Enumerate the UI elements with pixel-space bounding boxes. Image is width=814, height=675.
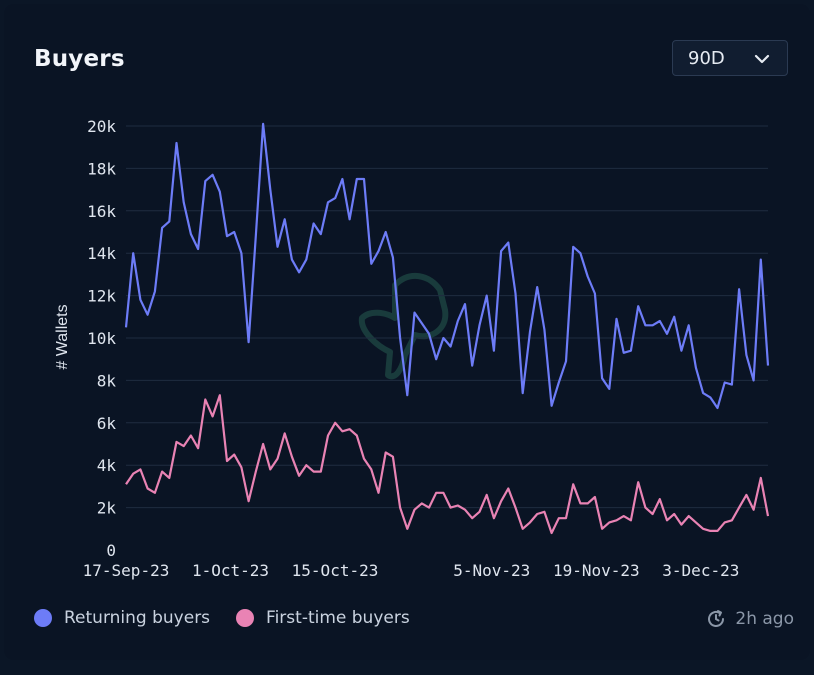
range-select[interactable]: 90D <box>672 40 788 76</box>
y-tick-label: 10k <box>87 329 116 348</box>
refresh-clock-icon <box>708 610 725 627</box>
chart-legend: Returning buyers First-time buyers <box>34 608 436 628</box>
buyers-line-chart: 0 2k 4k 6k 8k 10k 12k 14k 16k 18k 20k 17-Sep-23 1-O… <box>54 117 770 580</box>
watermark-logo-icon <box>358 273 449 380</box>
y-tick-label: 0 <box>106 541 116 560</box>
y-tick-label: 16k <box>87 202 116 221</box>
x-tick-label: 1-Oct-23 <box>192 561 269 580</box>
last-updated: 2h ago <box>705 608 794 630</box>
y-tick-label: 4k <box>97 456 117 475</box>
series-line-first-time-buyers[interactable] <box>125 394 770 535</box>
y-tick-label: 18k <box>87 159 116 178</box>
range-select-value: 90D <box>688 47 725 69</box>
legend-item-returning[interactable]: Returning buyers <box>34 608 210 628</box>
y-tick-label: 8k <box>97 371 117 390</box>
x-tick-label: 17-Sep-23 <box>83 561 170 580</box>
legend-label-returning: Returning buyers <box>64 608 211 628</box>
x-tick-label: 19-Nov-23 <box>553 561 640 580</box>
legend-label-first-time: First-time buyers <box>266 608 410 628</box>
card-title: Buyers <box>34 46 125 72</box>
y-tick-label: 6k <box>97 414 117 433</box>
chevron-down-icon <box>754 54 770 64</box>
buyers-card <box>4 4 810 660</box>
y-tick-label: 20k <box>87 117 116 136</box>
series-line-returning-buyers[interactable] <box>124 122 770 410</box>
y-tick-label: 12k <box>87 287 116 306</box>
last-updated-text: 2h ago <box>735 609 794 629</box>
legend-dot-returning <box>34 609 52 627</box>
legend-dot-first-time <box>236 609 255 627</box>
x-tick-label: 3-Dec-23 <box>662 561 739 580</box>
x-tick-label: 5-Nov-23 <box>453 561 530 580</box>
x-tick-label: 15-Oct-23 <box>292 561 379 580</box>
y-tick-label: 2k <box>97 499 117 518</box>
y-tick-label: 14k <box>87 244 116 263</box>
y-axis-label: # Wallets <box>54 304 71 369</box>
legend-item-first-time[interactable]: First-time buyers <box>236 608 410 628</box>
